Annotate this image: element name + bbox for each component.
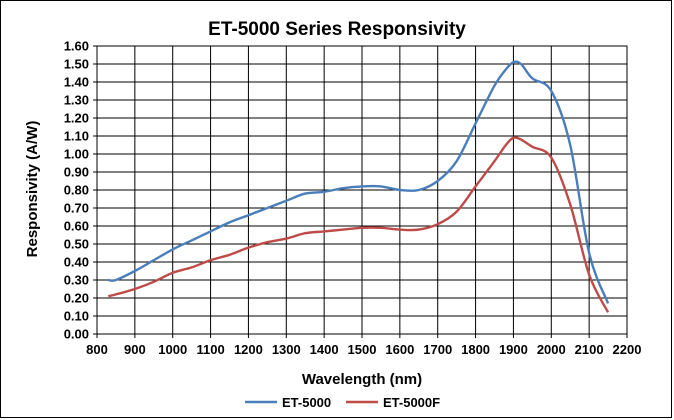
- legend: ET-5000 ET-5000F: [245, 395, 440, 410]
- x-tick-label: 900: [124, 342, 146, 357]
- x-tick-label: 2200: [613, 342, 642, 357]
- y-tick-label: 1.30: [64, 93, 89, 108]
- x-tick-label: 1700: [423, 342, 452, 357]
- gridlines: [93, 45, 628, 338]
- x-tick-label: 800: [86, 342, 108, 357]
- y-tick-label: 1.60: [64, 39, 89, 54]
- x-tick-label: 1200: [234, 342, 263, 357]
- x-tick-label: 1600: [385, 342, 414, 357]
- x-tick-label: 1400: [310, 342, 339, 357]
- y-tick-label: 0.80: [64, 183, 89, 198]
- plot-area-frame: [96, 45, 628, 335]
- y-tick-label: 0.10: [64, 309, 89, 324]
- legend-label-et-5000f: ET-5000F: [383, 395, 440, 410]
- y-tick-label: 0.90: [64, 165, 89, 180]
- y-tick-label: 0.50: [64, 237, 89, 252]
- x-tick-label: 1100: [196, 342, 224, 357]
- y-tick-label: 1.00: [64, 147, 89, 162]
- series-line-et-5000: [108, 60, 610, 304]
- x-axis-title: Wavelength (nm): [302, 371, 422, 388]
- series-line-et-5000f: [108, 136, 610, 313]
- y-tick-label: 1.50: [64, 57, 89, 72]
- series-lines: [108, 60, 610, 313]
- y-tick-label: 1.40: [64, 75, 89, 90]
- x-tick-label: 1900: [499, 342, 528, 357]
- x-tick-label: 2000: [537, 342, 566, 357]
- y-tick-label: 0.70: [64, 201, 89, 216]
- y-tick-label: 0.40: [64, 255, 89, 270]
- y-tick-label: 0.30: [64, 273, 89, 288]
- x-tick-label: 1800: [461, 342, 490, 357]
- y-tick-label: 1.10: [64, 129, 89, 144]
- tick-labels: 800 900 1000 1100 1200 1300 1400 1500 1600 1700 18…: [64, 39, 642, 358]
- x-tick-label: 1300: [272, 342, 301, 357]
- y-axis-title: Responsivity (A/W): [24, 121, 41, 258]
- chart-title: ET-5000 Series Responsivity: [208, 19, 466, 40]
- x-tick-label: 2100: [575, 342, 604, 357]
- legend-label-et-5000: ET-5000: [282, 395, 331, 410]
- y-tick-label: 0.20: [64, 291, 89, 306]
- x-tick-label: 1500: [348, 342, 377, 357]
- x-tick-label: 1000: [158, 342, 187, 357]
- y-tick-label: 0.00: [64, 327, 89, 342]
- y-tick-label: 0.60: [64, 219, 89, 234]
- y-tick-label: 1.20: [64, 111, 89, 126]
